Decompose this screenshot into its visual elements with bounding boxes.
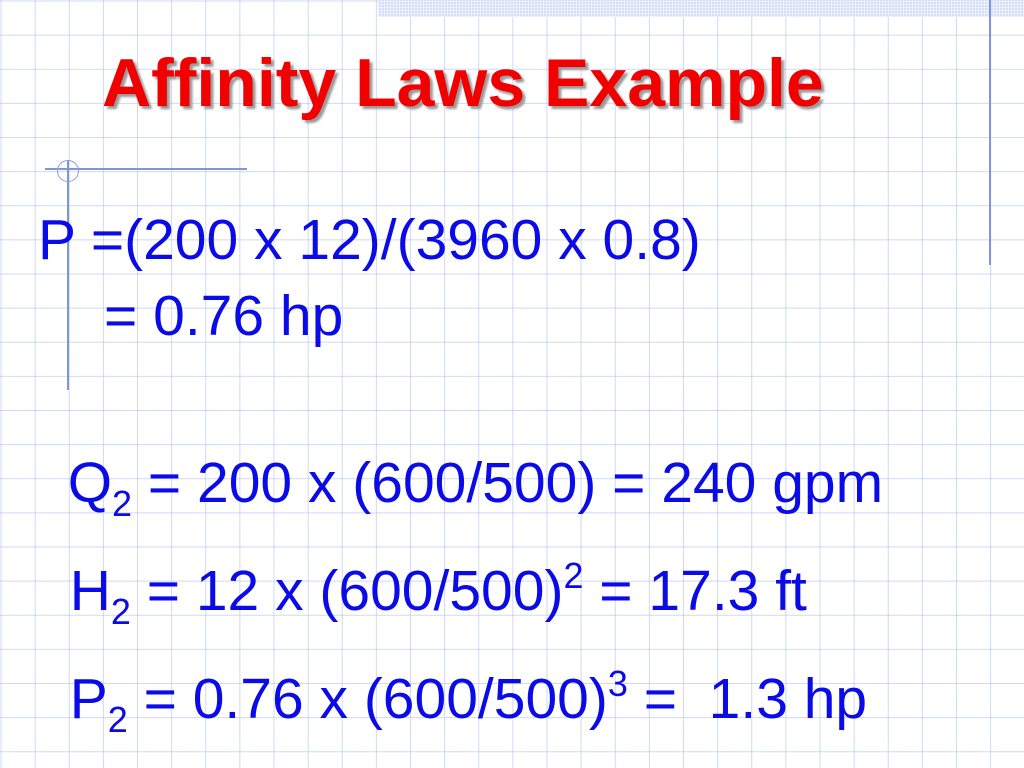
equation-head: H2 = 12 x (600/500)2 = 17.3 ft — [38, 506, 807, 630]
equation-body: = 0.76 x (600/500) — [127, 667, 608, 731]
equation-var: Q — [67, 451, 113, 515]
decorative-top-rule — [45, 168, 247, 170]
equation-superscript: 2 — [563, 555, 584, 596]
equation-var: H — [69, 559, 111, 623]
equation-subscript: 2 — [112, 483, 133, 524]
decorative-top-band — [378, 0, 1024, 17]
equation-power: P =(200 x 12)/(3960 x 0.8) — [38, 212, 701, 269]
decorative-circle-icon — [57, 160, 79, 182]
equation-power-new: P2 = 0.76 x (600/500)3 = 1.3 hp — [38, 614, 868, 738]
slide-title: Affinity Laws Example — [102, 45, 824, 121]
equation-body: =(200 x 12)/(3960 x 0.8) — [90, 208, 701, 272]
equation-var: P — [38, 208, 91, 272]
equation-subscript: 2 — [110, 591, 131, 632]
equation-power-result: = 0.76 hp — [104, 288, 343, 345]
equation-body: = 0.76 hp — [104, 284, 344, 348]
equation-superscript: 3 — [607, 663, 628, 704]
equation-subscript: 2 — [107, 699, 128, 740]
decorative-left-rule — [67, 160, 69, 390]
equation-result: = 17.3 ft — [583, 559, 807, 623]
equation-body: = 200 x (600/500) = 240 gpm — [132, 451, 884, 515]
equation-flow: Q2 = 200 x (600/500) = 240 gpm — [36, 398, 884, 522]
equation-var: P — [69, 667, 108, 731]
decorative-right-rule — [989, 0, 991, 265]
equation-result: = 1.3 hp — [627, 667, 868, 731]
equation-body: = 12 x (600/500) — [130, 559, 564, 623]
